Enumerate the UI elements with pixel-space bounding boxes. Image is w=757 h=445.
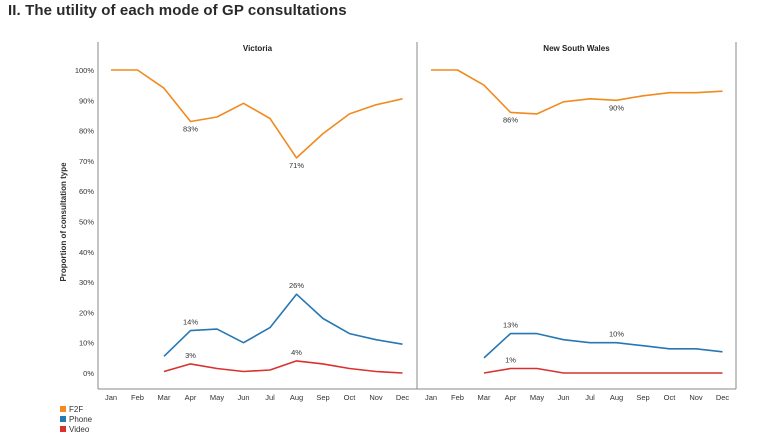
x-tick-label: Jan <box>425 393 437 402</box>
data-label: 86% <box>503 115 518 124</box>
series-line-phone <box>483 332 723 359</box>
legend-item-video: Video <box>60 424 92 434</box>
x-tick-label: Aug <box>610 393 623 402</box>
x-tick-label: Aug <box>290 393 303 402</box>
data-label: 13% <box>503 321 518 330</box>
series-line-f2f <box>111 69 403 159</box>
y-tick-label: 70% <box>79 157 94 166</box>
data-label: 26% <box>289 281 304 290</box>
series-line-video <box>483 367 723 374</box>
legend-label-f2f: F2F <box>69 404 84 414</box>
x-tick-label: Jun <box>557 393 569 402</box>
legend-label-video: Video <box>69 424 90 434</box>
x-tick-label: Feb <box>131 393 144 402</box>
legend-swatch-video <box>60 426 66 432</box>
legend-swatch-phone <box>60 416 66 422</box>
legend-label-phone: Phone <box>69 414 93 424</box>
x-tick-label: Mar <box>158 393 171 402</box>
panel-title: New South Wales <box>543 44 610 53</box>
y-tick-label: 80% <box>79 127 94 136</box>
data-label: 14% <box>183 318 198 327</box>
x-tick-label: Mar <box>478 393 491 402</box>
data-label: 90% <box>609 103 624 112</box>
data-label: 1% <box>505 355 516 364</box>
y-tick-label: 10% <box>79 339 94 348</box>
y-tick-label: 90% <box>79 96 94 105</box>
x-tick-label: Apr <box>185 393 197 402</box>
x-tick-label: Oct <box>664 393 677 402</box>
x-tick-label: Jul <box>265 393 275 402</box>
x-tick-label: Jun <box>237 393 249 402</box>
data-label: 83% <box>183 125 198 134</box>
x-tick-label: Jan <box>105 393 117 402</box>
y-axis-label: Proportion of consultation type <box>59 162 68 282</box>
data-label: 4% <box>291 348 302 357</box>
y-tick-label: 30% <box>79 278 94 287</box>
series-line-video <box>163 360 403 374</box>
chart-heading: II. The utility of each mode of GP consu… <box>8 2 347 19</box>
y-tick-label: 50% <box>79 218 94 227</box>
data-label: 71% <box>289 161 304 170</box>
x-tick-label: Sep <box>316 393 329 402</box>
x-tick-label: Feb <box>451 393 464 402</box>
y-tick-label: 20% <box>79 308 94 317</box>
legend-item-phone: Phone <box>60 414 92 424</box>
y-tick-label: 0% <box>83 369 94 378</box>
data-label: 10% <box>609 330 624 339</box>
x-tick-label: May <box>530 393 544 402</box>
chart-legend: F2F Phone Video <box>60 404 92 434</box>
x-tick-label: Jul <box>585 393 595 402</box>
x-tick-label: Nov <box>369 393 383 402</box>
data-label: 3% <box>185 351 196 360</box>
series-line-phone <box>163 293 403 357</box>
x-tick-label: Oct <box>344 393 357 402</box>
y-tick-label: 60% <box>79 187 94 196</box>
legend-item-f2f: F2F <box>60 404 92 414</box>
x-tick-label: Sep <box>636 393 649 402</box>
panel-title: Victoria <box>243 44 273 53</box>
x-tick-label: Nov <box>689 393 703 402</box>
x-tick-label: May <box>210 393 224 402</box>
legend-swatch-f2f <box>60 406 66 412</box>
x-tick-label: Apr <box>505 393 517 402</box>
y-tick-label: 40% <box>79 248 94 257</box>
x-tick-label: Dec <box>716 393 730 402</box>
x-tick-label: Dec <box>396 393 410 402</box>
series-line-f2f <box>431 69 723 115</box>
y-tick-label: 100% <box>75 66 95 75</box>
